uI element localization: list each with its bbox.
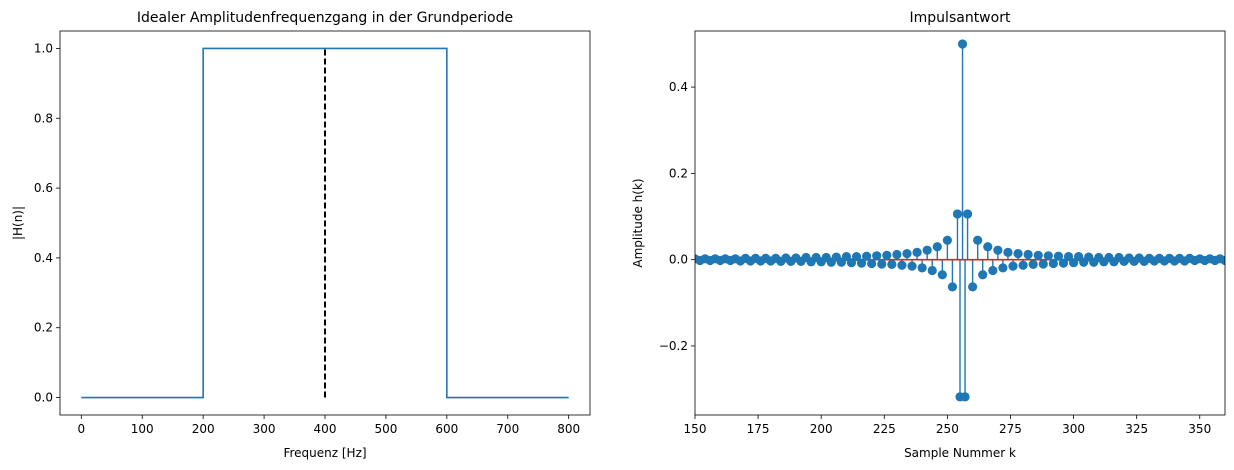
chart1-y-tick-label: 0.0	[34, 391, 53, 405]
chart2-stem-marker	[973, 235, 983, 245]
chart2-stem-marker	[1063, 252, 1074, 262]
chart1-x-tick-label: 100	[131, 422, 154, 436]
chart1-x-tick-label: 0	[78, 422, 86, 436]
chart1-y-tick-label: 0.8	[34, 111, 53, 125]
chart2-y-tick-label: −0.2	[659, 339, 688, 353]
chart2-x-tick-label: 350	[1188, 422, 1211, 436]
chart2-stem-marker	[952, 209, 963, 219]
chart2-stem-marker	[1038, 259, 1048, 269]
chart2-stem-marker	[877, 259, 887, 269]
chart2-stem-marker	[927, 265, 937, 276]
chart2-stem-marker	[960, 392, 970, 402]
chart2-stem-marker	[978, 270, 988, 280]
chart2-stem-marker	[922, 245, 932, 255]
chart2-axes-frame	[694, 30, 1226, 416]
chart2-stem-marker	[846, 258, 857, 268]
chart1-y-tick-label: 1.0	[34, 41, 53, 55]
chart2-stem-marker	[993, 245, 1003, 255]
chart2-stem-marker	[862, 251, 872, 261]
chart2-stem-marker	[962, 209, 973, 219]
chart2-stem-marker	[1058, 258, 1069, 268]
chart2-stem-marker	[937, 270, 947, 280]
chart1-response-line	[81, 47, 569, 399]
chart2-stem-marker	[1003, 247, 1013, 257]
chart1-y-tick-label: 0.2	[34, 321, 53, 335]
chart2-stem-marker	[897, 260, 907, 270]
chart1-x-tick-label: 300	[253, 422, 276, 436]
chart2-stem-marker	[1068, 258, 1079, 268]
chart1-x-axis-label: Frequenz [Hz]	[283, 446, 366, 460]
chart2-stem-marker	[957, 39, 968, 49]
chart1-y-axis-label: |H(n)|	[11, 206, 25, 240]
chart2-x-tick-label: 250	[936, 422, 959, 436]
chart-impulse-response: Impulsantwort 150 175 200 225 250 275 300 325 35…	[631, 10, 1226, 460]
chart2-y-tick-label: 0.2	[669, 166, 688, 180]
chart2-stem-marker	[1028, 259, 1038, 270]
chart2-stem-marker	[856, 258, 867, 268]
chart2-stem-marker	[902, 249, 912, 259]
chart2-stem-marker	[1023, 249, 1033, 260]
chart2-stem-marker	[892, 249, 902, 260]
chart2-stem-marker	[932, 242, 942, 252]
chart2-x-tick-label: 275	[999, 422, 1022, 436]
chart2-stem-marker	[998, 263, 1008, 273]
chart2-x-tick-label: 300	[1062, 422, 1085, 436]
chart2-stem-marker	[851, 252, 862, 262]
chart2-x-tick-label: 225	[873, 422, 896, 436]
chart-amplitude-response: Idealer Amplitudenfrequenzgang in der Gr…	[11, 10, 591, 460]
chart2-title: Impulsantwort	[910, 10, 1011, 26]
chart2-stem-marker	[983, 242, 993, 252]
chart2-x-tick-label: 200	[810, 422, 833, 436]
chart2-stem-marker	[907, 261, 917, 271]
chart1-x-tick-label: 800	[557, 422, 580, 436]
chart2-stem-marker	[1220, 255, 1225, 266]
chart1-x-tick-label: 500	[374, 422, 397, 436]
chart2-x-axis-label: Sample Nummer k	[904, 446, 1016, 460]
chart1-title: Idealer Amplitudenfrequenzgang in der Gr…	[137, 10, 513, 26]
chart1-x-tick-label: 200	[192, 422, 215, 436]
chart2-stem-marker	[867, 258, 877, 269]
chart2-stem-marker	[1053, 251, 1064, 261]
chart2-x-tick-label: 325	[1125, 422, 1148, 436]
chart2-y-tick-label: 0.0	[669, 253, 688, 267]
chart2-stem-marker	[947, 282, 958, 292]
chart2-stem-marker	[841, 252, 852, 262]
chart1-y-tick-label: 0.4	[34, 251, 53, 265]
chart2-stem-marker	[1043, 251, 1053, 261]
chart2-stem-marker	[1048, 258, 1058, 269]
chart2-stem-marker	[968, 282, 978, 292]
chart2-x-tick-label: 175	[747, 422, 770, 436]
chart2-stem-marker	[988, 265, 998, 276]
chart2-stem-marker	[917, 263, 927, 273]
chart2-stem-marker	[1033, 250, 1043, 260]
chart2-x-tick-label: 150	[684, 422, 707, 436]
chart1-x-tick-label: 400	[314, 422, 337, 436]
chart2-y-axis-label: Amplitude h(k)	[631, 178, 645, 267]
chart2-stem-marker	[942, 235, 952, 245]
chart1-x-tick-label: 600	[435, 422, 458, 436]
chart2-stem-marker	[872, 251, 882, 261]
chart2-stem-marker	[1008, 261, 1018, 271]
chart2-stem-marker	[1013, 249, 1023, 259]
chart2-stem-marker	[882, 250, 892, 260]
chart2-stem-marker	[1018, 260, 1028, 270]
chart2-y-tick-label: 0.4	[669, 80, 688, 94]
chart1-y-tick-label: 0.6	[34, 181, 53, 195]
chart2-stem-marker	[912, 247, 922, 257]
chart2-stem-marker	[887, 259, 897, 270]
chart1-x-tick-label: 700	[496, 422, 519, 436]
